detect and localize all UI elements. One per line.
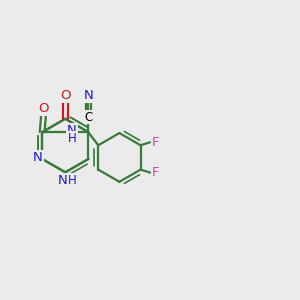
- Text: N: N: [67, 124, 77, 137]
- Text: O: O: [60, 89, 70, 102]
- Text: F: F: [152, 136, 159, 149]
- Text: N: N: [33, 151, 43, 164]
- Text: H: H: [68, 132, 76, 145]
- Text: O: O: [38, 102, 49, 115]
- Text: N: N: [57, 174, 67, 187]
- Text: N: N: [83, 89, 93, 102]
- Text: H: H: [68, 174, 76, 187]
- Text: F: F: [152, 166, 159, 179]
- Text: C: C: [84, 110, 92, 124]
